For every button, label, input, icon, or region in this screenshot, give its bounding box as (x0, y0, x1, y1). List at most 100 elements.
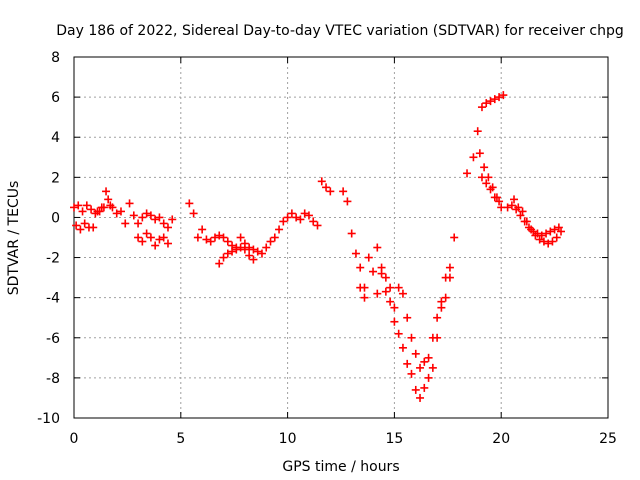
y-tick-label: 0 (51, 210, 60, 226)
data-point (257, 249, 266, 258)
data-point (516, 211, 525, 220)
data-point (542, 229, 551, 238)
data-point (163, 223, 172, 232)
data-point (347, 229, 356, 238)
data-point (407, 333, 416, 342)
data-point (539, 237, 548, 246)
data-point (138, 237, 147, 246)
data-point (168, 215, 177, 224)
data-point (490, 95, 499, 104)
data-point (360, 293, 369, 302)
data-point (377, 263, 386, 272)
data-point (386, 283, 395, 292)
data-point (394, 329, 403, 338)
data-point (437, 303, 446, 312)
data-point (326, 187, 335, 196)
data-point (262, 243, 271, 252)
data-point (411, 385, 420, 394)
data-point (219, 253, 228, 262)
data-point (535, 235, 544, 244)
data-point (428, 363, 437, 372)
data-point (82, 201, 91, 210)
data-point (296, 215, 305, 224)
data-point (441, 293, 450, 302)
axis-ticks: 0 5 10 15 20 25 -10 -8 -6 -4 -2 0 2 4 6 8 (37, 50, 617, 447)
data-point (463, 169, 472, 178)
x-tick-label: 20 (492, 431, 510, 447)
data-point (381, 287, 390, 296)
data-point (477, 103, 486, 112)
data-point (151, 215, 160, 224)
data-point (215, 259, 224, 268)
data-points (70, 91, 566, 402)
data-point (89, 223, 98, 232)
data-point (403, 313, 412, 322)
data-point (546, 227, 555, 236)
x-tick-label: 5 (176, 431, 185, 447)
data-point (503, 203, 512, 212)
data-point (420, 357, 429, 366)
chart-title: Day 186 of 2022, Sidereal Day-to-day VTE… (56, 23, 624, 39)
data-point (236, 243, 245, 252)
data-point (407, 369, 416, 378)
data-point (510, 195, 519, 204)
data-point (475, 149, 484, 158)
data-point (70, 203, 78, 212)
data-point (495, 93, 504, 102)
data-point (245, 243, 254, 252)
data-point (138, 213, 147, 222)
data-point (193, 233, 202, 242)
data-point (390, 317, 399, 326)
data-point (74, 201, 83, 210)
data-point (223, 237, 232, 246)
data-point (146, 211, 155, 220)
data-point (279, 217, 288, 226)
data-point (339, 187, 348, 196)
data-point (228, 247, 237, 256)
data-point (236, 233, 245, 242)
data-point (473, 127, 482, 136)
grid-lines (74, 57, 608, 418)
data-point (210, 233, 219, 242)
x-tick-label: 25 (599, 431, 617, 447)
data-point (198, 225, 207, 234)
data-point (300, 209, 309, 218)
x-tick-label: 15 (385, 431, 403, 447)
data-point (477, 173, 486, 182)
data-point (499, 91, 508, 100)
x-axis-label: GPS time / hours (282, 459, 399, 475)
data-point (240, 245, 249, 254)
data-point (253, 247, 262, 256)
data-point (514, 203, 523, 212)
data-point (87, 205, 96, 214)
y-axis-label: SDTVAR / TECUs (6, 181, 22, 296)
data-point (292, 213, 301, 222)
data-point (189, 209, 198, 218)
data-point (163, 239, 172, 248)
y-tick-label: -6 (46, 331, 60, 347)
data-point (433, 313, 442, 322)
data-point (416, 393, 425, 402)
data-point (287, 209, 296, 218)
data-point (373, 289, 382, 298)
y-tick-label: 6 (51, 90, 60, 106)
data-point (544, 239, 553, 248)
data-point (351, 249, 360, 258)
plot-frame (73, 56, 609, 419)
data-point (97, 203, 106, 212)
data-point (142, 209, 151, 218)
data-point (104, 195, 113, 204)
data-point (356, 263, 365, 272)
data-point (313, 221, 322, 230)
x-tick-label: 0 (70, 431, 79, 447)
data-point (72, 221, 81, 230)
data-point (270, 233, 279, 242)
data-point (445, 263, 454, 272)
data-point (266, 237, 275, 246)
data-point (373, 243, 382, 252)
data-point (309, 217, 318, 226)
data-point (219, 233, 228, 242)
data-point (304, 211, 313, 220)
data-point (80, 219, 89, 228)
data-point (364, 253, 373, 262)
